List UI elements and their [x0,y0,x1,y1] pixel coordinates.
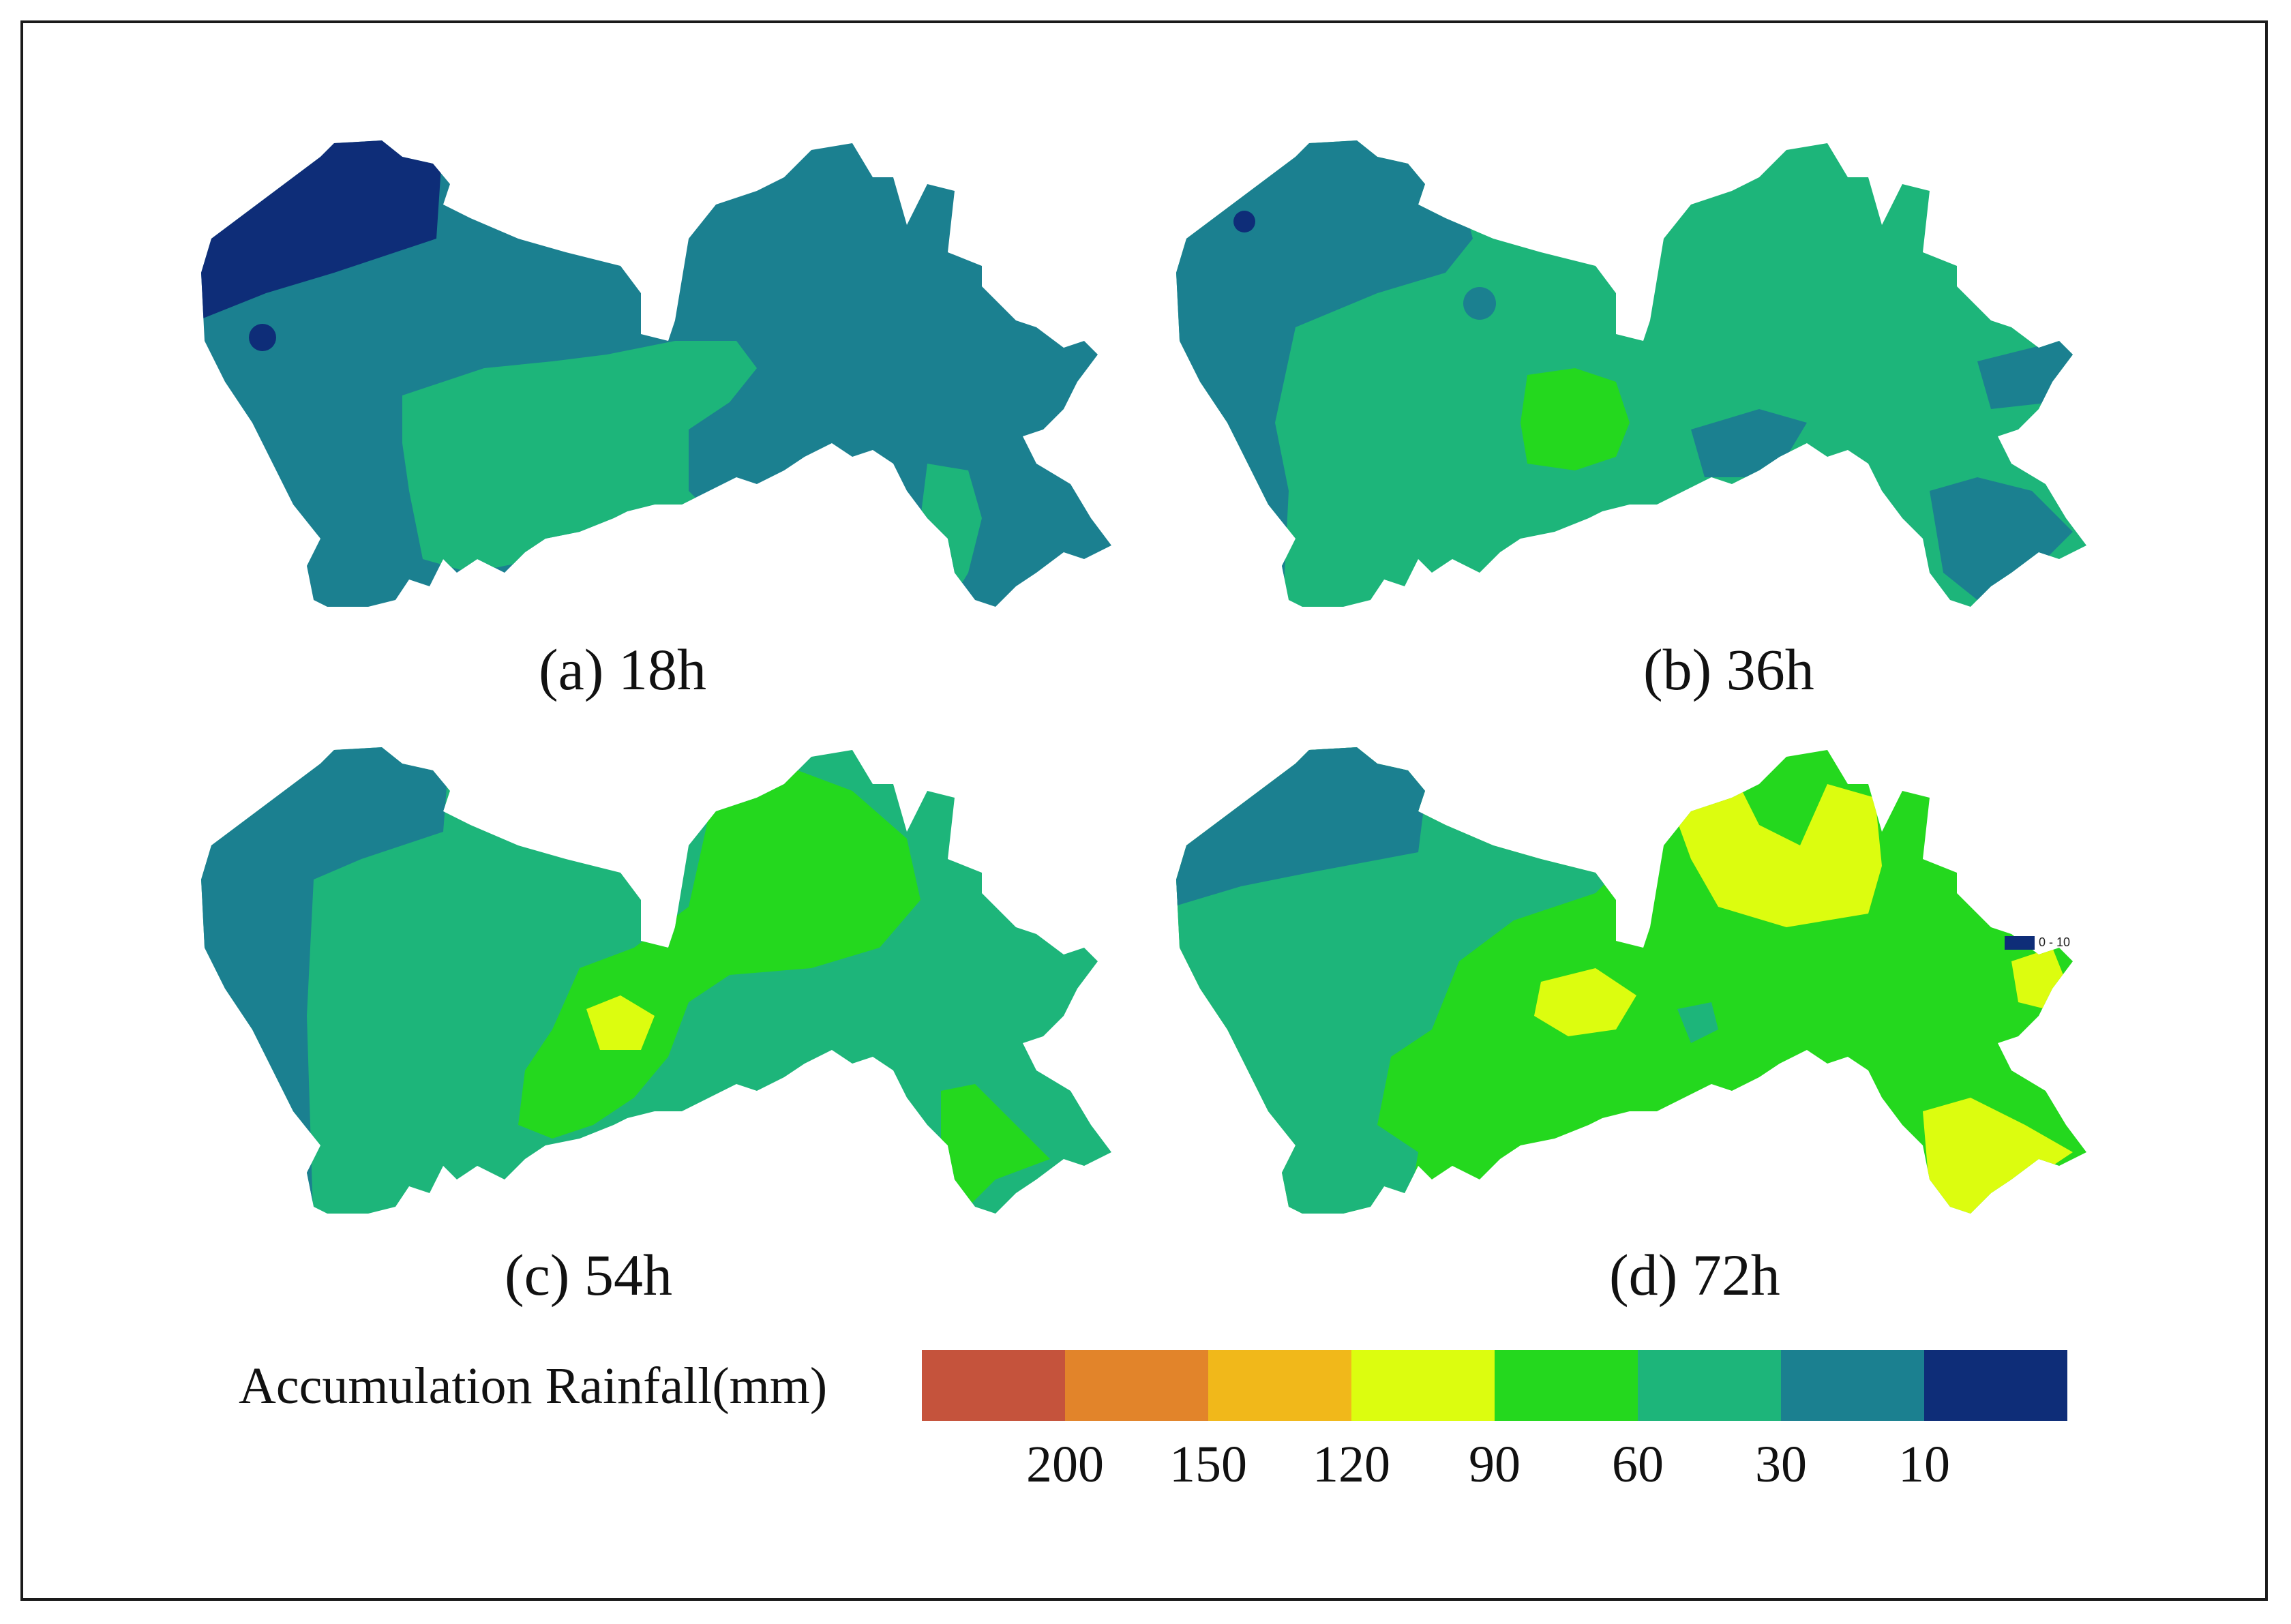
map-panel-b [1176,140,2086,607]
legend-tick-150: 150 [1169,1436,1247,1493]
zone-spot-2 [1463,287,1496,320]
zone-north-peak [1664,770,1882,927]
figure-frame [20,20,2268,1601]
legend-title: Accumulation Rainfall(mm) [239,1357,828,1415]
legend-swatch-2 [1208,1350,1351,1421]
legend-swatch-6 [1781,1350,1924,1421]
zone-spot [249,324,276,351]
zone-spot [1233,211,1255,232]
legend-tick-60: 60 [1612,1436,1664,1493]
legend-swatch-4 [1495,1350,1638,1421]
legend-swatch-5 [1638,1350,1781,1421]
legend-tick-200: 200 [1026,1436,1104,1493]
legend-tick-10: 10 [1898,1436,1950,1493]
zone-central-peak [1534,968,1636,1036]
legend-swatch-0 [922,1350,1065,1421]
legend-swatch-3 [1351,1350,1495,1421]
legend-swatch-7 [1924,1350,2067,1421]
legend-color-bar [922,1350,2067,1421]
zone-peak [586,995,655,1050]
inset-legend-swatch [2005,935,2035,950]
zone-southeast [1930,477,2073,600]
caption-d: (d) 72h [1609,1242,1780,1308]
legend-swatch-1 [1065,1350,1208,1421]
zone-core [1521,368,1630,470]
map-panel-d [1176,747,2086,1214]
legend-tick-120: 120 [1313,1436,1390,1493]
caption-c: (c) 54h [505,1242,672,1308]
zone-southeast-peak [1923,1098,2073,1214]
caption-b: (b) 36h [1643,637,1814,702]
inset-legend: 0 - 10 [2005,935,2070,950]
map-panel-a [201,140,1111,607]
map-panel-c [201,747,1111,1214]
caption-a: (a) 18h [539,637,706,702]
legend-tick-90: 90 [1469,1436,1521,1493]
legend-tick-30: 30 [1755,1436,1807,1493]
zone-small [1677,1002,1718,1043]
inset-legend-label: 0 - 10 [2039,935,2071,949]
zone-southeast [941,1084,1050,1214]
